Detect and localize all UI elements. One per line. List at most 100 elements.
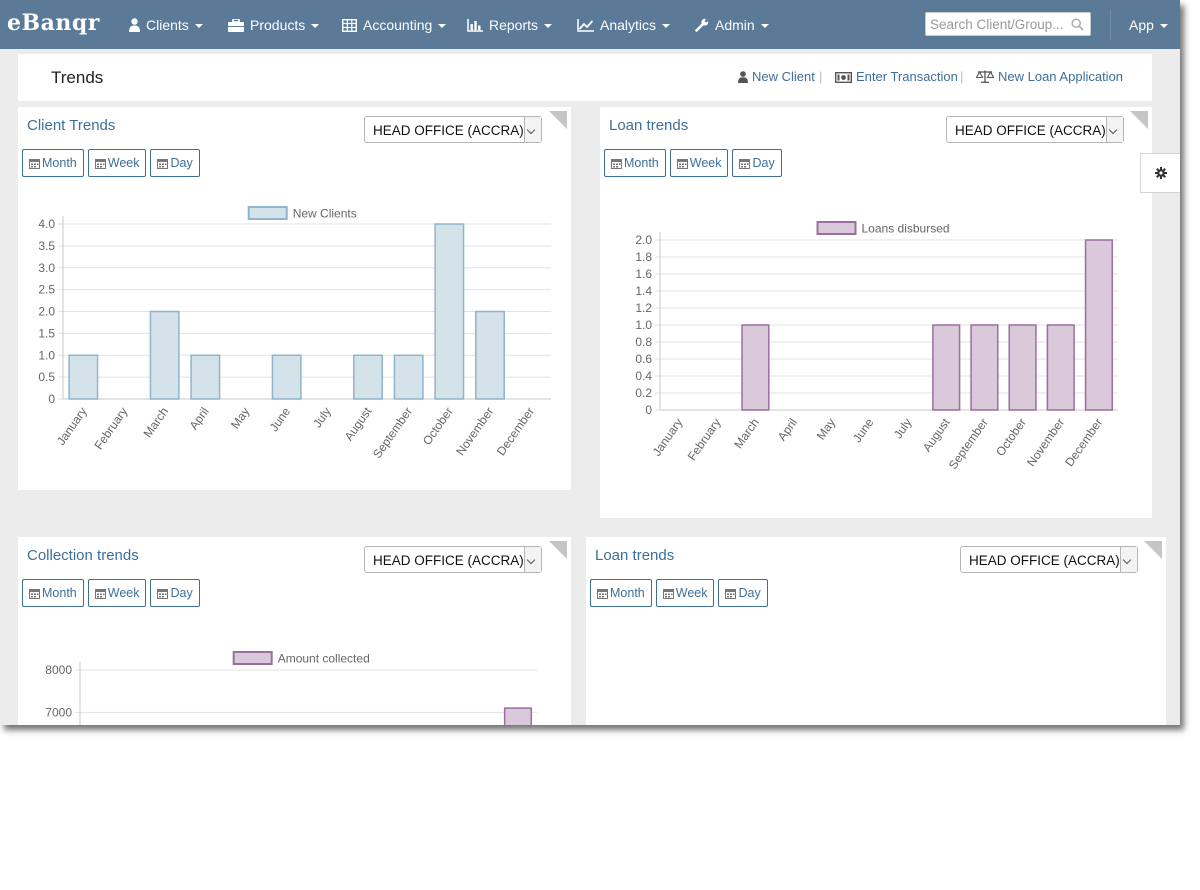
search-box: [925, 12, 1091, 36]
day-button-label: Day: [170, 586, 193, 600]
chevron-down-icon: [194, 24, 203, 28]
new-loan-application-link[interactable]: New Loan Application: [975, 69, 1123, 84]
nav-divider: [1110, 10, 1111, 40]
y-tick-label: 0: [48, 392, 55, 406]
legend-label: Loans disbursed: [862, 222, 950, 236]
enter-transaction-label: Enter Transaction: [856, 69, 958, 84]
select-arrow-icon: [524, 117, 541, 142]
x-tick-label: June: [850, 415, 877, 445]
y-tick-label: 1.2: [635, 301, 652, 315]
office-select[interactable]: HEAD OFFICE (ACCRA): [364, 116, 542, 143]
calendar-icon: [725, 589, 737, 599]
week-button-label: Week: [675, 586, 708, 600]
calendar-icon: [597, 589, 608, 599]
period-buttons: Month Week Day: [590, 579, 772, 607]
y-tick-label: 8000: [45, 663, 72, 677]
day-button[interactable]: Day: [150, 579, 200, 607]
nav-analytics-menu[interactable]: Analytics: [577, 0, 671, 49]
y-tick-label: 1.0: [635, 318, 652, 332]
office-select-value: HEAD OFFICE (ACCRA): [955, 123, 1106, 138]
panel-corner-fold: [1130, 111, 1148, 129]
new-client-link[interactable]: New Client: [738, 69, 815, 84]
calendar-icon: [94, 589, 106, 599]
month-button[interactable]: Month: [22, 579, 84, 607]
bar: [741, 324, 770, 411]
panel-corner-fold: [549, 541, 567, 559]
y-tick-label: 0.6: [635, 352, 652, 366]
nav-admin-menu[interactable]: Admin: [695, 0, 769, 49]
bar: [1008, 324, 1037, 411]
month-button-label: Month: [624, 156, 659, 170]
calendar-icon: [676, 159, 688, 169]
chevron-down-icon: [438, 24, 447, 28]
nav-clients-label: Clients: [146, 17, 189, 33]
x-tick-label: January: [54, 405, 90, 448]
nav-accounting-menu[interactable]: Accounting: [341, 0, 447, 49]
enter-transaction-link[interactable]: Enter Transaction: [834, 69, 958, 84]
office-select[interactable]: HEAD OFFICE (ACCRA): [946, 116, 1124, 143]
office-select[interactable]: HEAD OFFICE (ACCRA): [960, 546, 1138, 573]
search-input[interactable]: [926, 13, 1070, 35]
bar: [970, 324, 999, 411]
nav-reports-menu[interactable]: Reports: [467, 0, 553, 49]
select-arrow-icon: [524, 547, 541, 572]
office-select[interactable]: HEAD OFFICE (ACCRA): [364, 546, 542, 573]
period-buttons: Month Week Day: [22, 579, 204, 607]
y-tick-label: 2.0: [38, 305, 55, 319]
y-tick-label: 0.5: [38, 370, 55, 384]
app-menu-label: App: [1129, 17, 1154, 33]
month-button[interactable]: Month: [604, 149, 666, 177]
app-menu[interactable]: App: [1129, 0, 1168, 49]
week-button[interactable]: Week: [87, 149, 147, 177]
month-button[interactable]: Month: [22, 149, 84, 177]
nav-products-menu[interactable]: Products: [228, 0, 320, 49]
nav-clients-menu[interactable]: Clients: [129, 0, 203, 49]
x-tick-label: October: [420, 405, 456, 448]
client-trends-chart: New Clients 0 0.5 1.0 1.5 2.0 2.5 3.0 3.5 4.0 Janu…: [38, 206, 551, 461]
period-buttons: Month Week Day: [604, 149, 786, 177]
week-button[interactable]: Week: [87, 579, 147, 607]
calendar-icon: [611, 159, 622, 169]
briefcase-icon: [228, 18, 244, 32]
balance-scale-icon: [975, 70, 995, 83]
bar: [68, 354, 99, 400]
select-arrow-icon: [1106, 117, 1123, 142]
x-tick-label: January: [650, 416, 686, 459]
week-button[interactable]: Week: [655, 579, 715, 607]
nav-products-label: Products: [250, 17, 306, 33]
nav-admin-label: Admin: [715, 17, 755, 33]
month-button[interactable]: Month: [590, 579, 652, 607]
nav-reports-label: Reports: [489, 17, 539, 33]
table-icon: [341, 18, 358, 33]
bar: [353, 354, 383, 400]
day-button[interactable]: Day: [732, 149, 782, 177]
search-icon[interactable]: [1071, 18, 1084, 31]
loan-trends-panel: Loan trends HEAD OFFICE (ACCRA) Month Wee…: [600, 107, 1152, 518]
calendar-icon: [739, 159, 751, 169]
calendar-icon: [94, 159, 106, 169]
app-window: eBanqr Clients Products Accounting Repor…: [0, 0, 1180, 725]
week-button-label: Week: [107, 586, 140, 600]
chevron-down-icon: [311, 24, 320, 28]
x-tick-label: March: [141, 405, 172, 440]
panel-corner-fold: [549, 111, 567, 129]
x-tick-label: December: [494, 405, 537, 458]
day-button[interactable]: Day: [718, 579, 768, 607]
brand-logo[interactable]: eBanqr: [7, 10, 100, 36]
x-tick-label: April: [775, 416, 800, 444]
y-tick-label: 7000: [45, 705, 72, 719]
y-tick-label: 0.8: [635, 335, 652, 349]
office-select-value: HEAD OFFICE (ACCRA): [373, 123, 524, 138]
header-separator: |: [819, 69, 823, 84]
week-button[interactable]: Week: [669, 149, 729, 177]
bar: [1046, 324, 1075, 411]
nav-accounting-label: Accounting: [363, 17, 433, 33]
x-tick-label: March: [731, 416, 762, 451]
bar: [149, 310, 180, 400]
legend-label: New Clients: [293, 207, 357, 221]
legend-label: Amount collected: [278, 652, 370, 666]
loan-trends-chart: Loans disbursed 0 0.2 0.4 0.6 0.8 1.0 1.2 1.4 1.6…: [635, 221, 1118, 472]
y-tick-label: 2.5: [38, 283, 55, 297]
settings-toggle[interactable]: [1140, 153, 1180, 193]
day-button[interactable]: Day: [150, 149, 200, 177]
